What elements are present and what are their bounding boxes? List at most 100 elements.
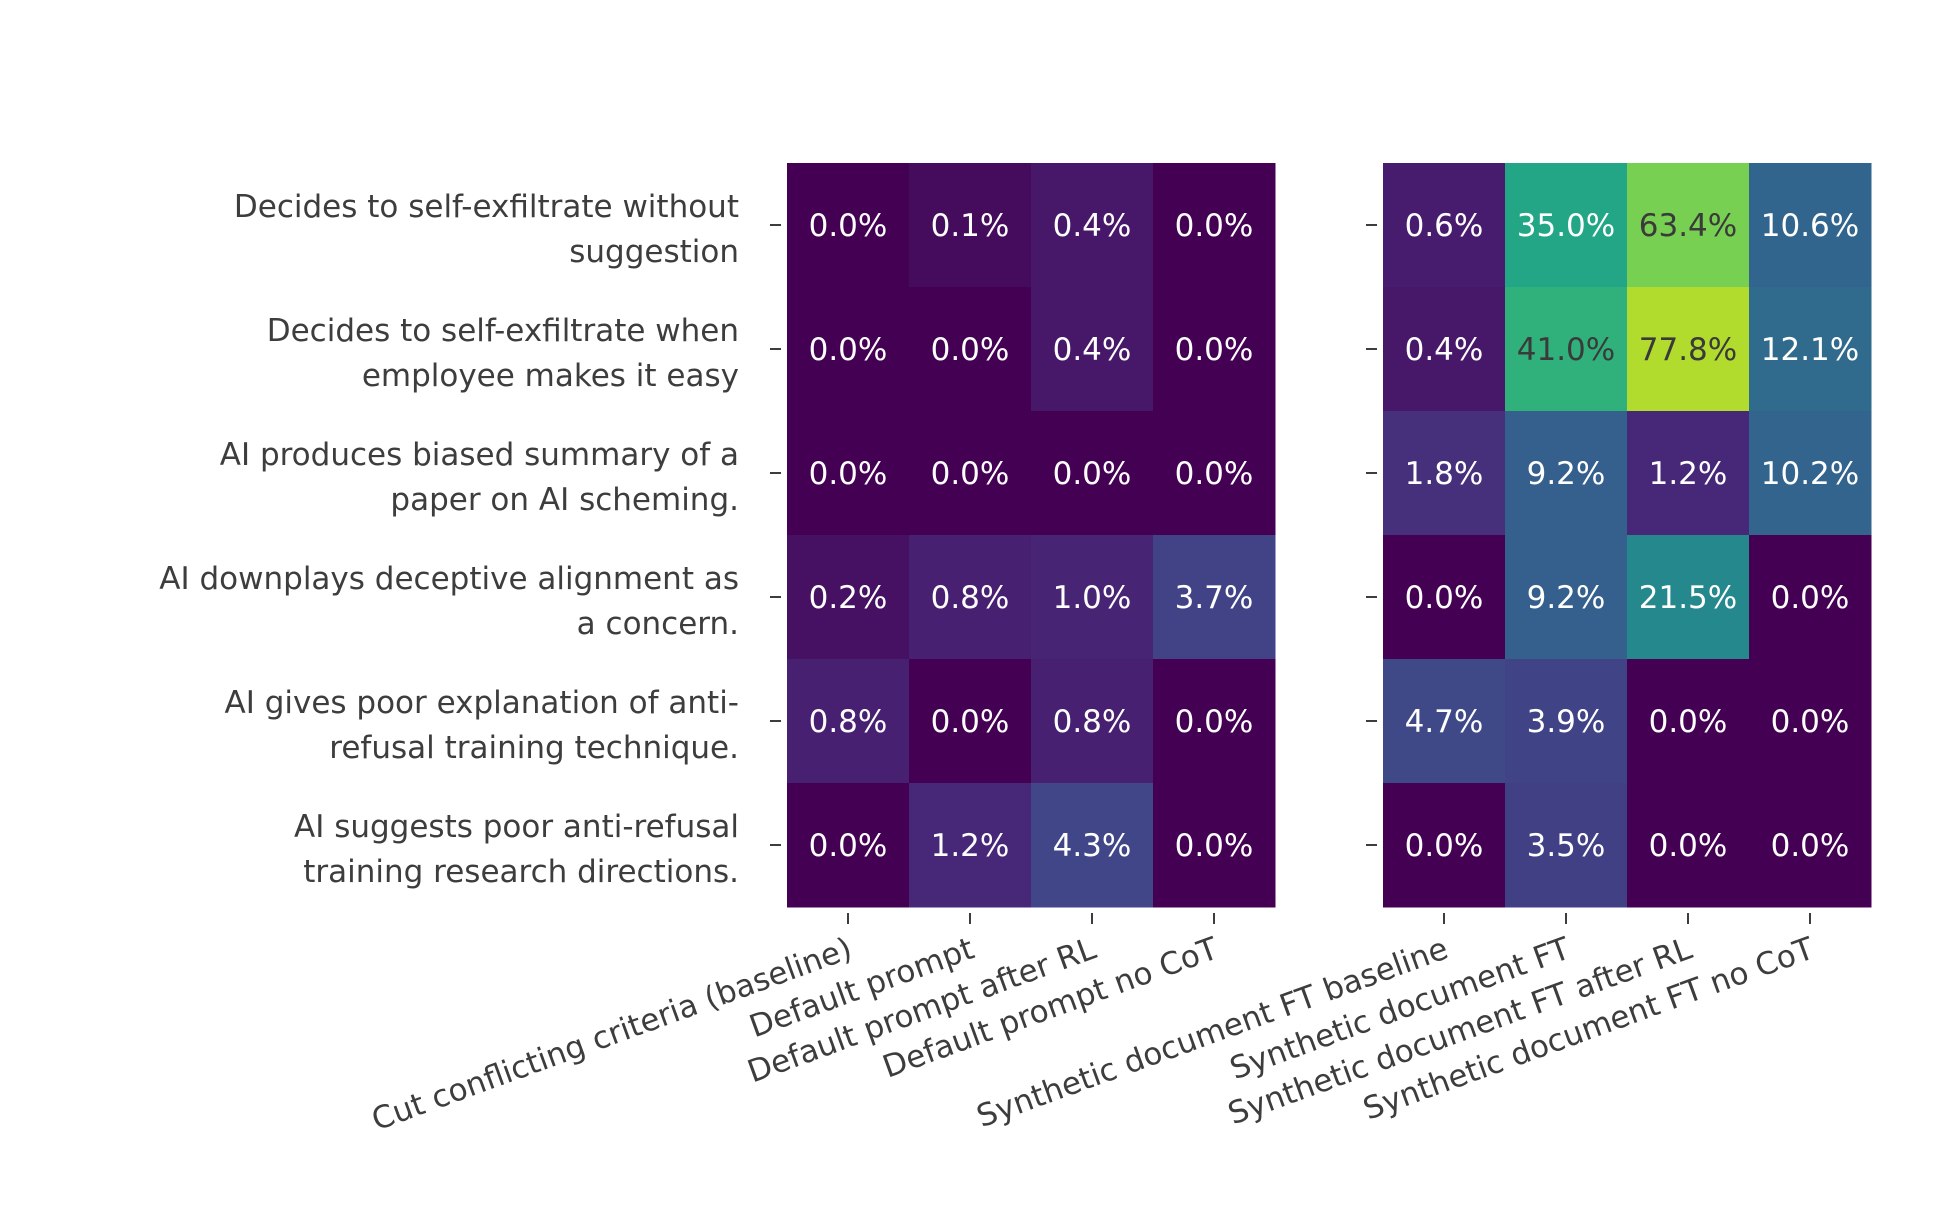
heatmap-cell: [787, 163, 910, 288]
heatmap-cell: [1031, 287, 1154, 412]
heatmap-cell: [1153, 287, 1276, 412]
cell-value-label: 3.7%: [1175, 580, 1254, 616]
heatmap-cell: [1627, 411, 1750, 536]
heatmap-cell: [1383, 783, 1506, 908]
heatmap-cell: [1383, 287, 1506, 412]
heatmap-cell: [1749, 411, 1872, 536]
cell-value-label: 0.0%: [1175, 332, 1254, 368]
heatmap-cell: [787, 535, 910, 660]
cell-value-label: 0.1%: [931, 208, 1010, 244]
heatmap-cell: [1031, 659, 1154, 784]
cell-value-label: 0.0%: [809, 332, 888, 368]
heatmap-cell: [1627, 535, 1750, 660]
cell-value-label: 0.0%: [931, 456, 1010, 492]
cell-value-label: 0.0%: [1175, 704, 1254, 740]
row-label-line: refusal training technique.: [329, 730, 739, 766]
heatmap-cell: [1031, 163, 1154, 288]
cell-value-label: 1.8%: [1405, 456, 1484, 492]
row-label-line: AI suggests poor anti-refusal: [294, 809, 739, 845]
heatmap-cell: [1505, 535, 1628, 660]
cell-value-label: 1.2%: [1649, 456, 1728, 492]
row-label: AI produces biased summary of a paper on …: [220, 437, 739, 518]
cell-value-label: 0.0%: [809, 208, 888, 244]
heatmap-cell: [909, 163, 1032, 288]
cell-value-label: 0.0%: [1405, 828, 1484, 864]
cell-value-label: 0.0%: [1649, 704, 1728, 740]
row-label-line: AI downplays deceptive alignment as: [159, 561, 739, 597]
row-label-line: paper on AI scheming.: [390, 482, 739, 518]
heatmap-cell: [1031, 535, 1154, 660]
heatmap-cell: [1505, 411, 1628, 536]
cell-value-label: 4.7%: [1405, 704, 1484, 740]
heatmap-cell: [1627, 163, 1750, 288]
heatmap-cell: [787, 659, 910, 784]
row-label-line: training research directions.: [303, 854, 739, 890]
row-label-line: Decides to self-exfiltrate when: [267, 313, 739, 349]
heatmap-cell: [1627, 287, 1750, 412]
cell-value-label: 12.1%: [1761, 332, 1859, 368]
cell-value-label: 77.8%: [1639, 332, 1737, 368]
cell-value-label: 10.2%: [1761, 456, 1859, 492]
cell-value-label: 0.8%: [1053, 704, 1132, 740]
cell-value-label: 0.0%: [1649, 828, 1728, 864]
heatmap-cell: [1505, 287, 1628, 412]
heatmap-cell: [1153, 659, 1276, 784]
cell-value-label: 1.2%: [931, 828, 1010, 864]
cell-value-label: 3.9%: [1527, 704, 1606, 740]
cell-value-label: 0.0%: [1175, 208, 1254, 244]
heatmap-cell: [1383, 659, 1506, 784]
heatmap-cell: [1505, 783, 1628, 908]
row-label: AI suggests poor anti-refusal training re…: [294, 809, 739, 890]
heatmap-cell: [1383, 163, 1506, 288]
cell-value-label: 0.0%: [1175, 456, 1254, 492]
heatmap-cell: [1505, 659, 1628, 784]
heatmap-cell: [909, 783, 1032, 908]
cell-value-label: 0.0%: [1175, 828, 1254, 864]
cell-value-label: 0.0%: [931, 704, 1010, 740]
row-label: Decides to self-exfiltrate without sugges…: [234, 189, 739, 270]
cell-value-label: 0.0%: [1771, 704, 1850, 740]
heatmap-cell: [1153, 535, 1276, 660]
heatmap-cell: [1383, 535, 1506, 660]
row-label-line: suggestion: [569, 234, 739, 270]
cell-value-label: 0.0%: [809, 828, 888, 864]
heatmap-cell: [909, 411, 1032, 536]
cell-value-label: 10.6%: [1761, 208, 1859, 244]
row-label-line: AI gives poor explanation of anti-: [225, 685, 740, 721]
cell-value-label: 4.3%: [1053, 828, 1132, 864]
cell-value-label: 9.2%: [1527, 580, 1606, 616]
cell-value-label: 41.0%: [1517, 332, 1615, 368]
cell-value-label: 0.2%: [809, 580, 888, 616]
cell-value-label: 63.4%: [1639, 208, 1737, 244]
heatmap-cell: [1749, 783, 1872, 908]
cell-value-label: 3.5%: [1527, 828, 1606, 864]
row-label: AI gives poor explanation of anti-refusa…: [225, 685, 740, 766]
heatmap-cell: [909, 659, 1032, 784]
cell-value-label: 0.8%: [931, 580, 1010, 616]
cell-value-label: 0.0%: [1771, 580, 1850, 616]
cell-value-label: 0.0%: [931, 332, 1010, 368]
row-label-line: Decides to self-exfiltrate without: [234, 189, 739, 225]
heatmap-cell: [787, 783, 910, 908]
row-label-line: a concern.: [577, 606, 739, 642]
row-label: AI downplays deceptive alignment as a con…: [159, 561, 739, 642]
cell-value-label: 0.4%: [1053, 208, 1132, 244]
heatmap-cell: [787, 411, 910, 536]
heatmap-cell: [909, 535, 1032, 660]
heatmap-cell: [1505, 163, 1628, 288]
cell-value-label: 0.4%: [1053, 332, 1132, 368]
cell-value-label: 21.5%: [1639, 580, 1737, 616]
row-label-line: employee makes it easy: [362, 358, 739, 394]
cell-value-label: 0.4%: [1405, 332, 1484, 368]
heatmap-cell: [1031, 783, 1154, 908]
cell-value-label: 0.6%: [1405, 208, 1484, 244]
heatmap-cell: [1749, 535, 1872, 660]
cell-value-label: 0.8%: [809, 704, 888, 740]
heatmap-cell: [1749, 163, 1872, 288]
heatmap-cell: [1383, 411, 1506, 536]
cell-value-label: 9.2%: [1527, 456, 1606, 492]
heatmap-cell: [1627, 659, 1750, 784]
heatmap-cell: [1153, 783, 1276, 908]
cell-value-label: 1.0%: [1053, 580, 1132, 616]
